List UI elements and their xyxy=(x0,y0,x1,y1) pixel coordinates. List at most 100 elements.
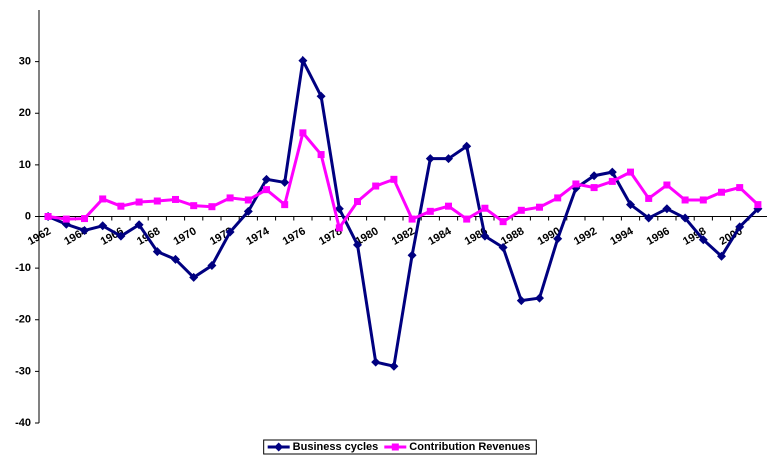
point xyxy=(172,195,179,203)
point xyxy=(607,167,617,177)
point xyxy=(463,215,471,223)
point xyxy=(371,357,381,367)
y-tick-label: -40 xyxy=(15,417,31,429)
point xyxy=(44,213,52,220)
point xyxy=(627,168,634,176)
point xyxy=(517,206,525,214)
point xyxy=(62,215,70,223)
point xyxy=(134,220,144,230)
y-tick-label: -30 xyxy=(15,365,31,377)
point xyxy=(353,240,362,250)
point xyxy=(462,141,472,151)
series-line xyxy=(47,55,759,369)
legend: Business cycles Contribution Revenues xyxy=(263,439,537,455)
x-tick-label: 1976 xyxy=(281,225,308,248)
point xyxy=(244,196,252,204)
point xyxy=(554,194,562,202)
point xyxy=(444,154,453,164)
point xyxy=(553,234,563,244)
point xyxy=(116,231,126,241)
y-tick-label: -20 xyxy=(15,314,31,326)
point xyxy=(281,201,289,209)
point xyxy=(680,213,690,223)
point xyxy=(316,91,326,101)
point xyxy=(645,194,653,202)
point xyxy=(262,174,271,184)
point xyxy=(299,129,307,137)
point xyxy=(135,198,143,206)
point xyxy=(263,186,270,194)
point xyxy=(644,213,654,223)
point xyxy=(589,171,599,181)
point xyxy=(536,203,543,211)
legend-label: Contribution Revenues xyxy=(409,441,530,453)
point xyxy=(626,200,635,210)
point xyxy=(717,251,726,261)
point xyxy=(280,177,290,187)
point xyxy=(225,227,235,237)
point xyxy=(298,56,308,66)
point xyxy=(698,235,708,245)
point xyxy=(663,181,671,189)
point xyxy=(80,225,89,235)
point xyxy=(426,207,434,215)
x-tick-label: 1984 xyxy=(426,225,454,248)
point xyxy=(425,154,435,164)
point xyxy=(372,182,380,190)
point xyxy=(152,247,162,257)
point xyxy=(408,215,416,223)
point xyxy=(498,242,508,252)
point xyxy=(335,224,343,232)
x-tick-label: 1994 xyxy=(608,225,636,248)
y-tick-label: -10 xyxy=(15,262,31,274)
point xyxy=(207,261,217,271)
legend-label: Business cycles xyxy=(293,441,379,453)
point xyxy=(390,175,398,183)
point xyxy=(334,204,344,214)
point xyxy=(736,184,744,192)
point xyxy=(98,221,108,231)
y-tick-label: 30 xyxy=(19,56,31,68)
point xyxy=(274,442,284,452)
point xyxy=(153,197,161,205)
x-tick-label: 1996 xyxy=(645,225,672,248)
point xyxy=(699,196,707,204)
legend-item: Contribution Revenues xyxy=(384,441,530,453)
point xyxy=(190,202,198,210)
point xyxy=(718,188,725,196)
point xyxy=(445,202,452,210)
point xyxy=(317,151,325,159)
x-tick-label: 1970 xyxy=(171,225,198,248)
point xyxy=(243,206,253,216)
point xyxy=(662,204,672,214)
y-tick-label: 10 xyxy=(19,159,31,171)
point xyxy=(735,222,745,232)
point xyxy=(391,443,399,451)
point xyxy=(208,203,216,211)
point xyxy=(389,361,399,371)
point xyxy=(189,272,199,282)
point xyxy=(226,194,234,202)
point xyxy=(480,231,490,241)
point xyxy=(590,184,598,192)
point xyxy=(117,202,125,210)
series-line xyxy=(47,129,759,232)
point xyxy=(608,177,616,185)
point xyxy=(516,296,526,306)
point xyxy=(754,201,762,209)
point xyxy=(681,196,689,204)
point xyxy=(407,250,417,260)
point xyxy=(171,254,180,264)
point xyxy=(572,180,580,188)
point xyxy=(535,293,544,303)
x-tick-label: 1974 xyxy=(244,225,272,248)
y-tick-label: 0 xyxy=(25,210,31,222)
point xyxy=(81,215,88,223)
legend-item: Business cycles xyxy=(267,441,379,453)
point xyxy=(481,204,489,212)
point xyxy=(499,218,507,226)
point xyxy=(99,195,107,203)
y-tick-label: 20 xyxy=(19,107,31,119)
point xyxy=(354,198,361,206)
